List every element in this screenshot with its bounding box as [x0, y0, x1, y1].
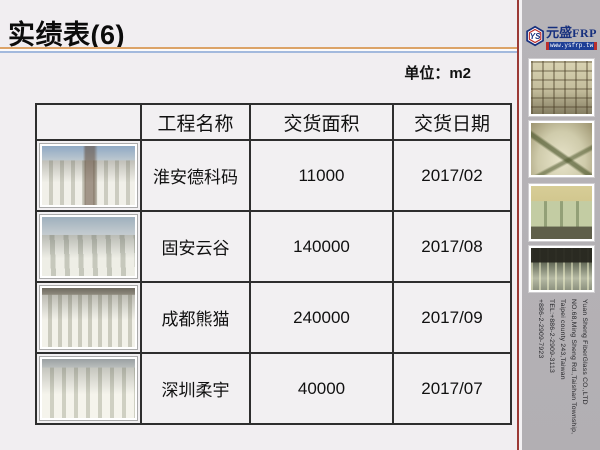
- project-photo-frame: [39, 214, 138, 279]
- red-cap-left: [546, 42, 550, 50]
- delivery-area-cell: 140000: [249, 210, 394, 283]
- frp-duct-array-closeup-photo: [42, 359, 135, 418]
- company-address-line1: NO.68,Ming Sheng Rd.,Taishan Township,: [570, 299, 577, 435]
- table-header-row: 工程名称 交货面积 交货日期: [35, 103, 512, 141]
- frp-duct-array-construction-photo: [42, 146, 135, 205]
- project-photo-cell: [35, 210, 142, 283]
- sidebar-photo-frame: [528, 58, 595, 117]
- delivery-area-cell: 11000: [249, 139, 394, 212]
- vertical-gap-strip: [519, 0, 522, 450]
- project-name-cell: 成都熊猫: [140, 281, 251, 354]
- frp-duct-array-dense-photo: [42, 288, 135, 347]
- vertical-red-divider: [517, 0, 519, 450]
- delivery-date-cell: 2017/02: [392, 139, 512, 212]
- red-cap-right: [594, 42, 597, 50]
- delivery-area-cell: 40000: [249, 352, 394, 425]
- company-phone-line2: +886-2-2909-7923: [537, 299, 544, 359]
- header-photo: [35, 103, 142, 141]
- company-address-line2: Taipei county 243,Taiwan: [559, 299, 566, 380]
- table-row: 成都熊猫 240000 2017/09: [35, 281, 512, 354]
- logo-text-block: 元盛 FRP www.ysfrp.tw: [546, 22, 597, 50]
- delivery-area-cell: 240000: [249, 281, 394, 354]
- website-strip: www.ysfrp.tw: [546, 42, 597, 50]
- company-logo: YS 元盛 FRP www.ysfrp.tw: [525, 18, 597, 54]
- delivery-date-cell: 2017/09: [392, 281, 512, 354]
- frp-duct-array-cranes-photo: [42, 217, 135, 276]
- delivery-date-cell: 2017/07: [392, 352, 512, 425]
- company-sidebar: YS 元盛 FRP www.ysfrp.tw: [522, 0, 600, 450]
- project-name-cell: 深圳柔宇: [140, 352, 251, 425]
- warehouse-interior-photo: [531, 248, 592, 290]
- project-photo-cell: [35, 139, 142, 212]
- website-url: www.ysfrp.tw: [549, 42, 594, 50]
- table-row: 深圳柔宇 40000 2017/07: [35, 352, 512, 425]
- green-storage-tanks-photo: [531, 186, 592, 239]
- project-photo-cell: [35, 281, 142, 354]
- sidebar-photo-frame: [528, 120, 595, 178]
- sidebar-photo-frame: [528, 245, 595, 293]
- svg-text:YS: YS: [530, 32, 541, 41]
- project-photo-frame: [39, 356, 138, 421]
- project-photo-cell: [35, 352, 142, 425]
- sidebar-photo-frame: [528, 183, 595, 242]
- header-delivery-date: 交货日期: [392, 103, 512, 141]
- project-name-cell: 淮安德科码: [140, 139, 251, 212]
- brand-line: 元盛 FRP: [546, 22, 597, 41]
- company-phone-line1: TEL:+886-2-2909-3113: [548, 299, 555, 373]
- performance-table: 工程名称 交货面积 交货日期 淮安德科码 11000 2017/02: [35, 103, 512, 425]
- header-delivery-area: 交货面积: [249, 103, 394, 141]
- cooling-tower-ceiling-photo: [531, 61, 592, 114]
- ys-hexagon-logo-icon: YS: [526, 25, 544, 47]
- brand-name-en: FRP: [572, 26, 597, 40]
- project-photo-frame: [39, 285, 138, 350]
- header-project-name: 工程名称: [140, 103, 251, 141]
- unit-label: 单位：m2: [404, 65, 471, 82]
- company-name: Yuan Sheng FiberGlass CO.,LTD: [581, 299, 588, 405]
- page-title: 实绩表(6): [8, 20, 125, 50]
- project-name-cell: 固安云谷: [140, 210, 251, 283]
- project-photo-frame: [39, 143, 138, 208]
- company-address-vertical-text: Yuan Sheng FiberGlass CO.,LTD NO.68,Ming…: [532, 299, 590, 449]
- frp-tank-pipes-photo: [531, 123, 592, 175]
- table-row: 淮安德科码 11000 2017/02: [35, 139, 512, 212]
- main-content: 实绩表(6) 单位：m2 工程名称 交货面积 交货日期 淮安德科码 11000: [0, 20, 517, 425]
- title-divider: [0, 47, 517, 53]
- delivery-date-cell: 2017/08: [392, 210, 512, 283]
- table-row: 固安云谷 140000 2017/08: [35, 210, 512, 283]
- brand-name-cn: 元盛: [546, 25, 573, 40]
